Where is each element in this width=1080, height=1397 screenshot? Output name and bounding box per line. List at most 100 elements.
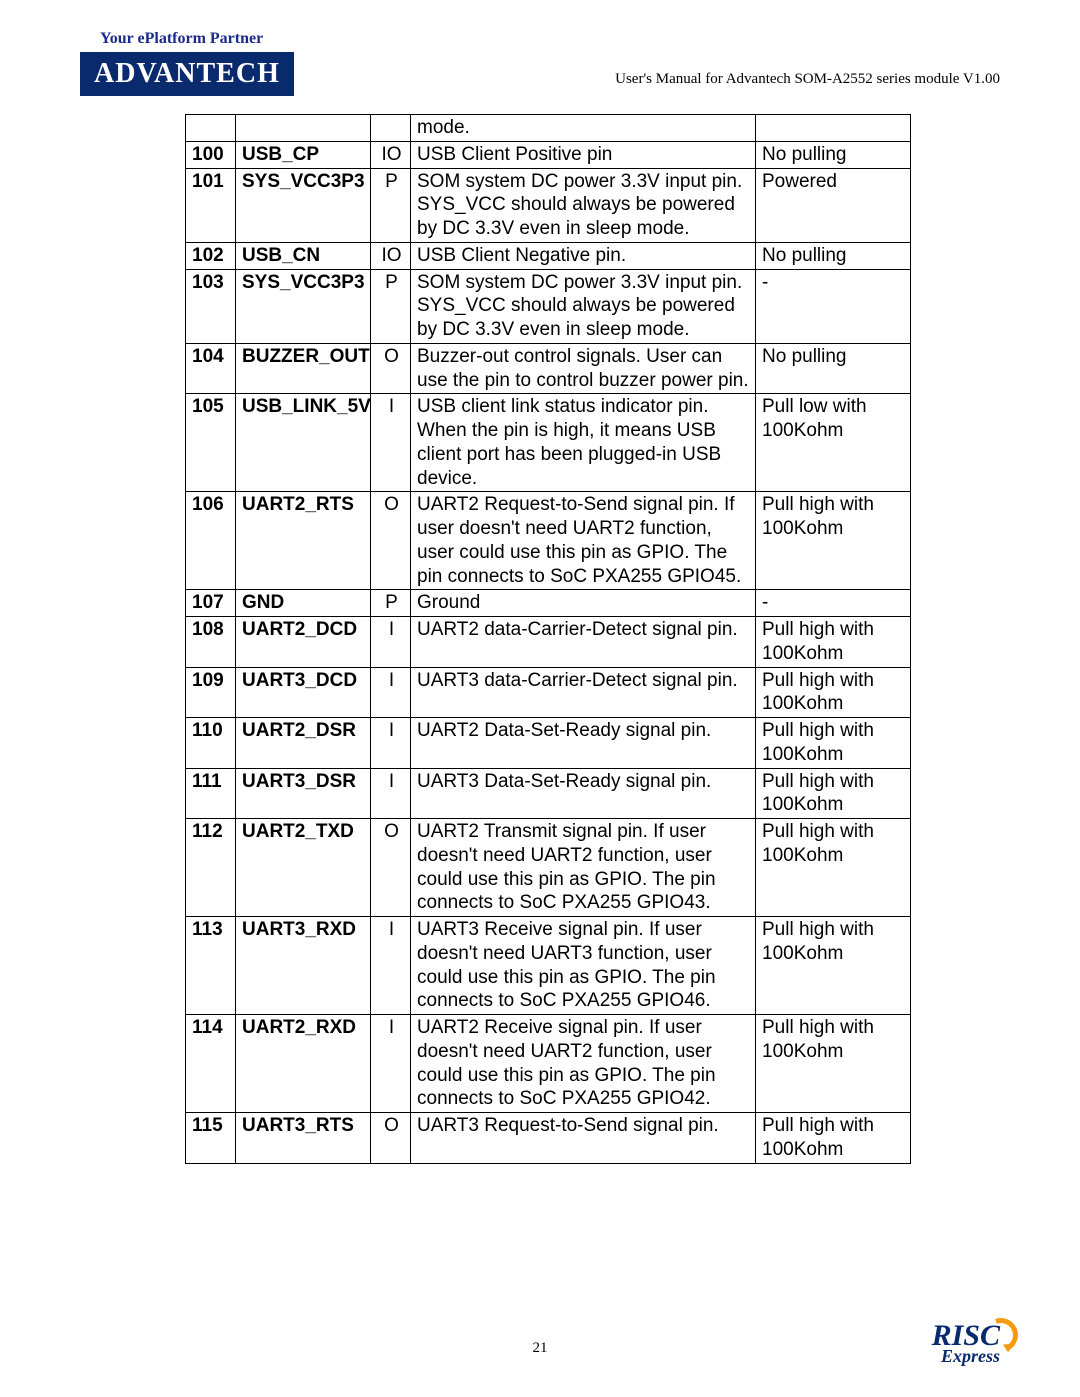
direction: IO [371, 242, 411, 269]
direction: O [371, 343, 411, 394]
pin-number: 105 [186, 394, 236, 492]
doc-title: User's Manual for Advantech SOM-A2552 se… [615, 71, 1000, 88]
note: Pull high with 100Kohm [756, 917, 911, 1015]
risc-text: RISC [932, 1324, 1000, 1348]
note: No pulling [756, 242, 911, 269]
direction: P [371, 269, 411, 343]
direction: I [371, 667, 411, 718]
signal-name: SYS_VCC3P3 [236, 168, 371, 242]
signal-name: USB_CN [236, 242, 371, 269]
signal-name: UART3_DSR [236, 768, 371, 819]
table-row: 111UART3_DSRIUART3 Data-Set-Ready signal… [186, 768, 911, 819]
pin-number: 101 [186, 168, 236, 242]
note: Pull high with 100Kohm [756, 1113, 911, 1164]
pin-number: 113 [186, 917, 236, 1015]
pin-number: 103 [186, 269, 236, 343]
table-row: mode. [186, 115, 911, 142]
table-row: 112UART2_TXDOUART2 Transmit signal pin. … [186, 819, 911, 917]
table-row: 108UART2_DCDIUART2 data-Carrier-Detect s… [186, 617, 911, 668]
signal-name: UART3_DCD [236, 667, 371, 718]
table-row: 109UART3_DCDIUART3 data-Carrier-Detect s… [186, 667, 911, 718]
pin-number: 102 [186, 242, 236, 269]
signal-name: SYS_VCC3P3 [236, 269, 371, 343]
note: - [756, 590, 911, 617]
logo-text: ADVANTECH [94, 58, 280, 89]
description: UART2 Data-Set-Ready signal pin. [411, 718, 756, 769]
description: UART2 Request-to-Send signal pin. If use… [411, 492, 756, 590]
pin-number: 107 [186, 590, 236, 617]
pin-number: 109 [186, 667, 236, 718]
description: SOM system DC power 3.3V input pin. SYS_… [411, 168, 756, 242]
pin-number: 112 [186, 819, 236, 917]
description: USB Client Negative pin. [411, 242, 756, 269]
direction: I [371, 394, 411, 492]
page-number: 21 [0, 1340, 1080, 1357]
note: Pull high with 100Kohm [756, 667, 911, 718]
table-row: 113UART3_RXDIUART3 Receive signal pin. I… [186, 917, 911, 1015]
table-row: 114UART2_RXDIUART2 Receive signal pin. I… [186, 1015, 911, 1113]
pin-number: 106 [186, 492, 236, 590]
note: - [756, 269, 911, 343]
description: UART3 data-Carrier-Detect signal pin. [411, 667, 756, 718]
table-row: 104BUZZER_OUTOBuzzer-out control signals… [186, 343, 911, 394]
table-row: 106UART2_RTSOUART2 Request-to-Send signa… [186, 492, 911, 590]
description: UART2 Receive signal pin. If user doesn'… [411, 1015, 756, 1113]
risc-express-logo: RISC Express [932, 1324, 1000, 1367]
direction [371, 115, 411, 142]
direction: P [371, 168, 411, 242]
description: UART3 Request-to-Send signal pin. [411, 1113, 756, 1164]
note: Pull high with 100Kohm [756, 718, 911, 769]
description: Ground [411, 590, 756, 617]
description: UART3 Receive signal pin. If user doesn'… [411, 917, 756, 1015]
note: No pulling [756, 343, 911, 394]
direction: I [371, 768, 411, 819]
signal-name: UART2_RTS [236, 492, 371, 590]
note: Pull high with 100Kohm [756, 819, 911, 917]
description: SOM system DC power 3.3V input pin. SYS_… [411, 269, 756, 343]
direction: I [371, 917, 411, 1015]
signal-name: UART3_RTS [236, 1113, 371, 1164]
note: Powered [756, 168, 911, 242]
description: Buzzer-out control signals. User can use… [411, 343, 756, 394]
signal-name [236, 115, 371, 142]
description: mode. [411, 115, 756, 142]
description: UART2 data-Carrier-Detect signal pin. [411, 617, 756, 668]
signal-name: UART2_DSR [236, 718, 371, 769]
page: Your ePlatform Partner ADVANTECH User's … [0, 0, 1080, 1397]
description: USB Client Positive pin [411, 141, 756, 168]
pin-number: 114 [186, 1015, 236, 1113]
direction: I [371, 718, 411, 769]
pin-number: 108 [186, 617, 236, 668]
pin-number [186, 115, 236, 142]
table-row: 107GNDPGround- [186, 590, 911, 617]
signal-name: USB_CP [236, 141, 371, 168]
direction: O [371, 1113, 411, 1164]
note: Pull high with 100Kohm [756, 492, 911, 590]
description: UART3 Data-Set-Ready signal pin. [411, 768, 756, 819]
signal-name: USB_LINK_5V [236, 394, 371, 492]
note: No pulling [756, 141, 911, 168]
signal-name: UART3_RXD [236, 917, 371, 1015]
note: Pull high with 100Kohm [756, 1015, 911, 1113]
note [756, 115, 911, 142]
signal-name: UART2_RXD [236, 1015, 371, 1113]
description: UART2 Transmit signal pin. If user doesn… [411, 819, 756, 917]
header-row: ADVANTECH User's Manual for Advantech SO… [80, 52, 1000, 96]
description: USB client link status indicator pin. Wh… [411, 394, 756, 492]
table-row: 103SYS_VCC3P3PSOM system DC power 3.3V i… [186, 269, 911, 343]
note: Pull high with 100Kohm [756, 768, 911, 819]
note: Pull low with 100Kohm [756, 394, 911, 492]
table-row: 115UART3_RTSOUART3 Request-to-Send signa… [186, 1113, 911, 1164]
pin-number: 110 [186, 718, 236, 769]
pinout-table: mode.100USB_CPIOUSB Client Positive pinN… [185, 114, 911, 1164]
signal-name: GND [236, 590, 371, 617]
table-row: 101SYS_VCC3P3PSOM system DC power 3.3V i… [186, 168, 911, 242]
signal-name: UART2_TXD [236, 819, 371, 917]
signal-name: UART2_DCD [236, 617, 371, 668]
advantech-logo: ADVANTECH [80, 52, 294, 96]
direction: I [371, 1015, 411, 1113]
table-row: 110UART2_DSRIUART2 Data-Set-Ready signal… [186, 718, 911, 769]
pin-number: 111 [186, 768, 236, 819]
direction: O [371, 492, 411, 590]
pin-number: 104 [186, 343, 236, 394]
